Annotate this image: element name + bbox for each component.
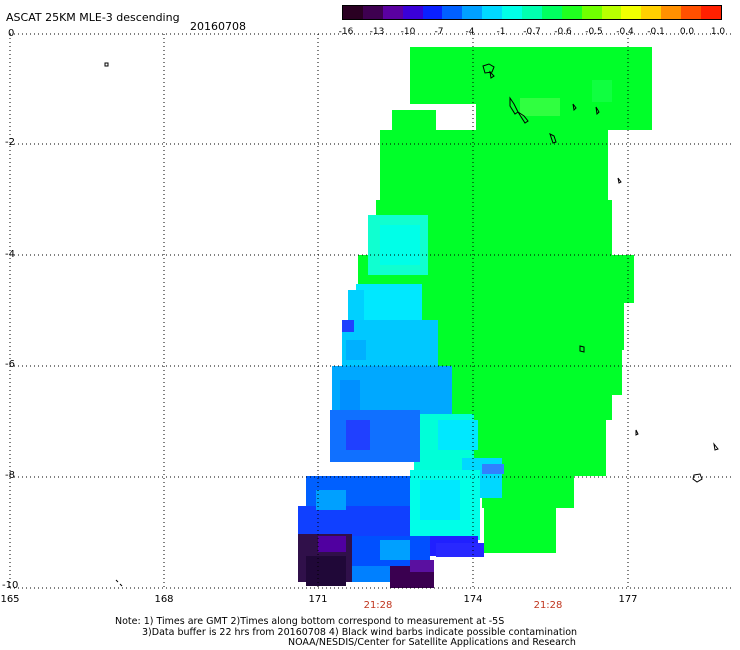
colorbar-swatch [442,6,463,19]
swath-cell [482,464,504,474]
colorbar-swatch [641,6,662,19]
x-tick-label: 165 [0,594,20,605]
colorbar-swatch [561,6,582,19]
swath-cell [318,536,346,552]
colorbar-tick-label: 1.0 [710,27,726,37]
swath-cell [380,130,608,202]
time-label: 21:28 [363,600,393,611]
swath-cell [356,284,422,324]
swath-cell [342,320,354,332]
colorbar-tick-label: -7 [434,27,444,37]
grid-lines [9,33,734,589]
colorbar-swatch [681,6,702,19]
footnote-line: 3)Data buffer is 22 hrs from 20160708 4)… [142,626,578,638]
swath-cell [346,340,366,360]
colorbar-tick-label: -0.5 [585,27,603,37]
colorbar-tick-label: -1 [496,27,506,37]
island-outline [115,579,123,587]
y-tick-label: -8 [5,470,15,481]
island-outline [104,62,109,67]
colorbar-swatch [462,6,483,19]
colorbar-swatch [661,6,682,19]
island-outline [692,473,703,483]
chart-title: ASCAT 25KM MLE-3 descending [6,11,180,24]
colorbar-swatch [701,6,721,19]
x-tick-label: 171 [308,594,328,605]
chart-date: 20160708 [190,20,246,33]
colorbar-swatch [402,6,423,19]
time-label: 21:28 [533,600,563,611]
swath-cell [484,505,556,553]
swath-cell [306,556,346,586]
colorbar-tick-label: -0.1 [647,27,665,37]
island-outline [635,429,639,436]
y-tick-label: -6 [5,359,15,370]
colorbar-swatch [422,6,443,19]
colorbar-tick-label: -10 [400,27,416,37]
island-outline [713,442,719,451]
colorbar-tick-label: -0.4 [616,27,634,37]
x-tick-label: 168 [154,594,174,605]
swath-cell [436,345,622,395]
swath-cell [520,98,560,116]
y-tick-label: -4 [5,249,15,260]
island-outline [572,103,577,112]
colorbar-swatch [541,6,562,19]
colorbar-swatch [522,6,542,19]
island-outline [549,133,557,144]
swath-cell [298,506,428,538]
colorbar-swatch [502,6,523,19]
swath-cell [380,540,410,560]
swath-cell [348,290,364,320]
colorbar-swatch [601,6,622,19]
swath-cell [436,543,484,557]
colorbar-swatch [482,6,503,19]
swath-cell [420,300,624,350]
swath-cell [330,410,420,462]
swath-cell [350,566,390,582]
y-tick-label: -10 [2,580,19,591]
x-tick-label: 174 [463,594,483,605]
island-outlines [104,62,719,587]
swath-cell [346,420,370,450]
footnote-line: NOAA/NESDIS/Center for Satellite Applica… [288,637,576,648]
colorbar-ticks: -16 -13 -10 -7 -4 -1 -0.7 -0.6 -0.5 -0.4 -0.1 0.0 1.… [338,27,726,39]
swath-cell [316,490,346,510]
swath-cell [410,47,652,79]
island-outline [517,111,529,124]
colorbar-tick-label: 0.0 [679,27,695,37]
island-outline [509,96,519,115]
island-outline [489,70,495,79]
footnote-line: Note: 1) Times are GMT 2)Times along bot… [115,616,505,627]
island-outline [482,63,495,74]
colorbar-tick-label: -4 [465,27,475,37]
y-tick-label: 0 [8,28,15,39]
swath-cell [340,380,360,416]
colorbar-tick-label: -0.7 [523,27,541,37]
swath-data [298,47,652,588]
x-tick-label: 177 [618,594,638,605]
island-outline [595,106,600,116]
island-outline [617,177,622,184]
colorbar-tick-label: -13 [369,27,385,37]
swath-cell [438,420,478,450]
swath-cell [380,225,420,265]
colorbar-swatch [362,6,383,19]
colorbar-swatch [621,6,642,19]
swath-cell [410,560,434,572]
colorbar [342,5,722,20]
colorbar-tick-label: -0.6 [554,27,572,37]
colorbar-swatch [581,6,602,19]
island-outline [579,345,585,353]
swath-cell [476,100,652,130]
swath-cell [592,80,612,102]
colorbar-swatch [382,6,403,19]
y-tick-label: -2 [5,137,15,148]
colorbar-swatch [343,6,363,19]
swath-cell [420,480,460,520]
colorbar-tick-label: -16 [338,27,354,37]
footnotes: Note: 1) Times are GMT 2)Times along bot… [115,616,578,649]
